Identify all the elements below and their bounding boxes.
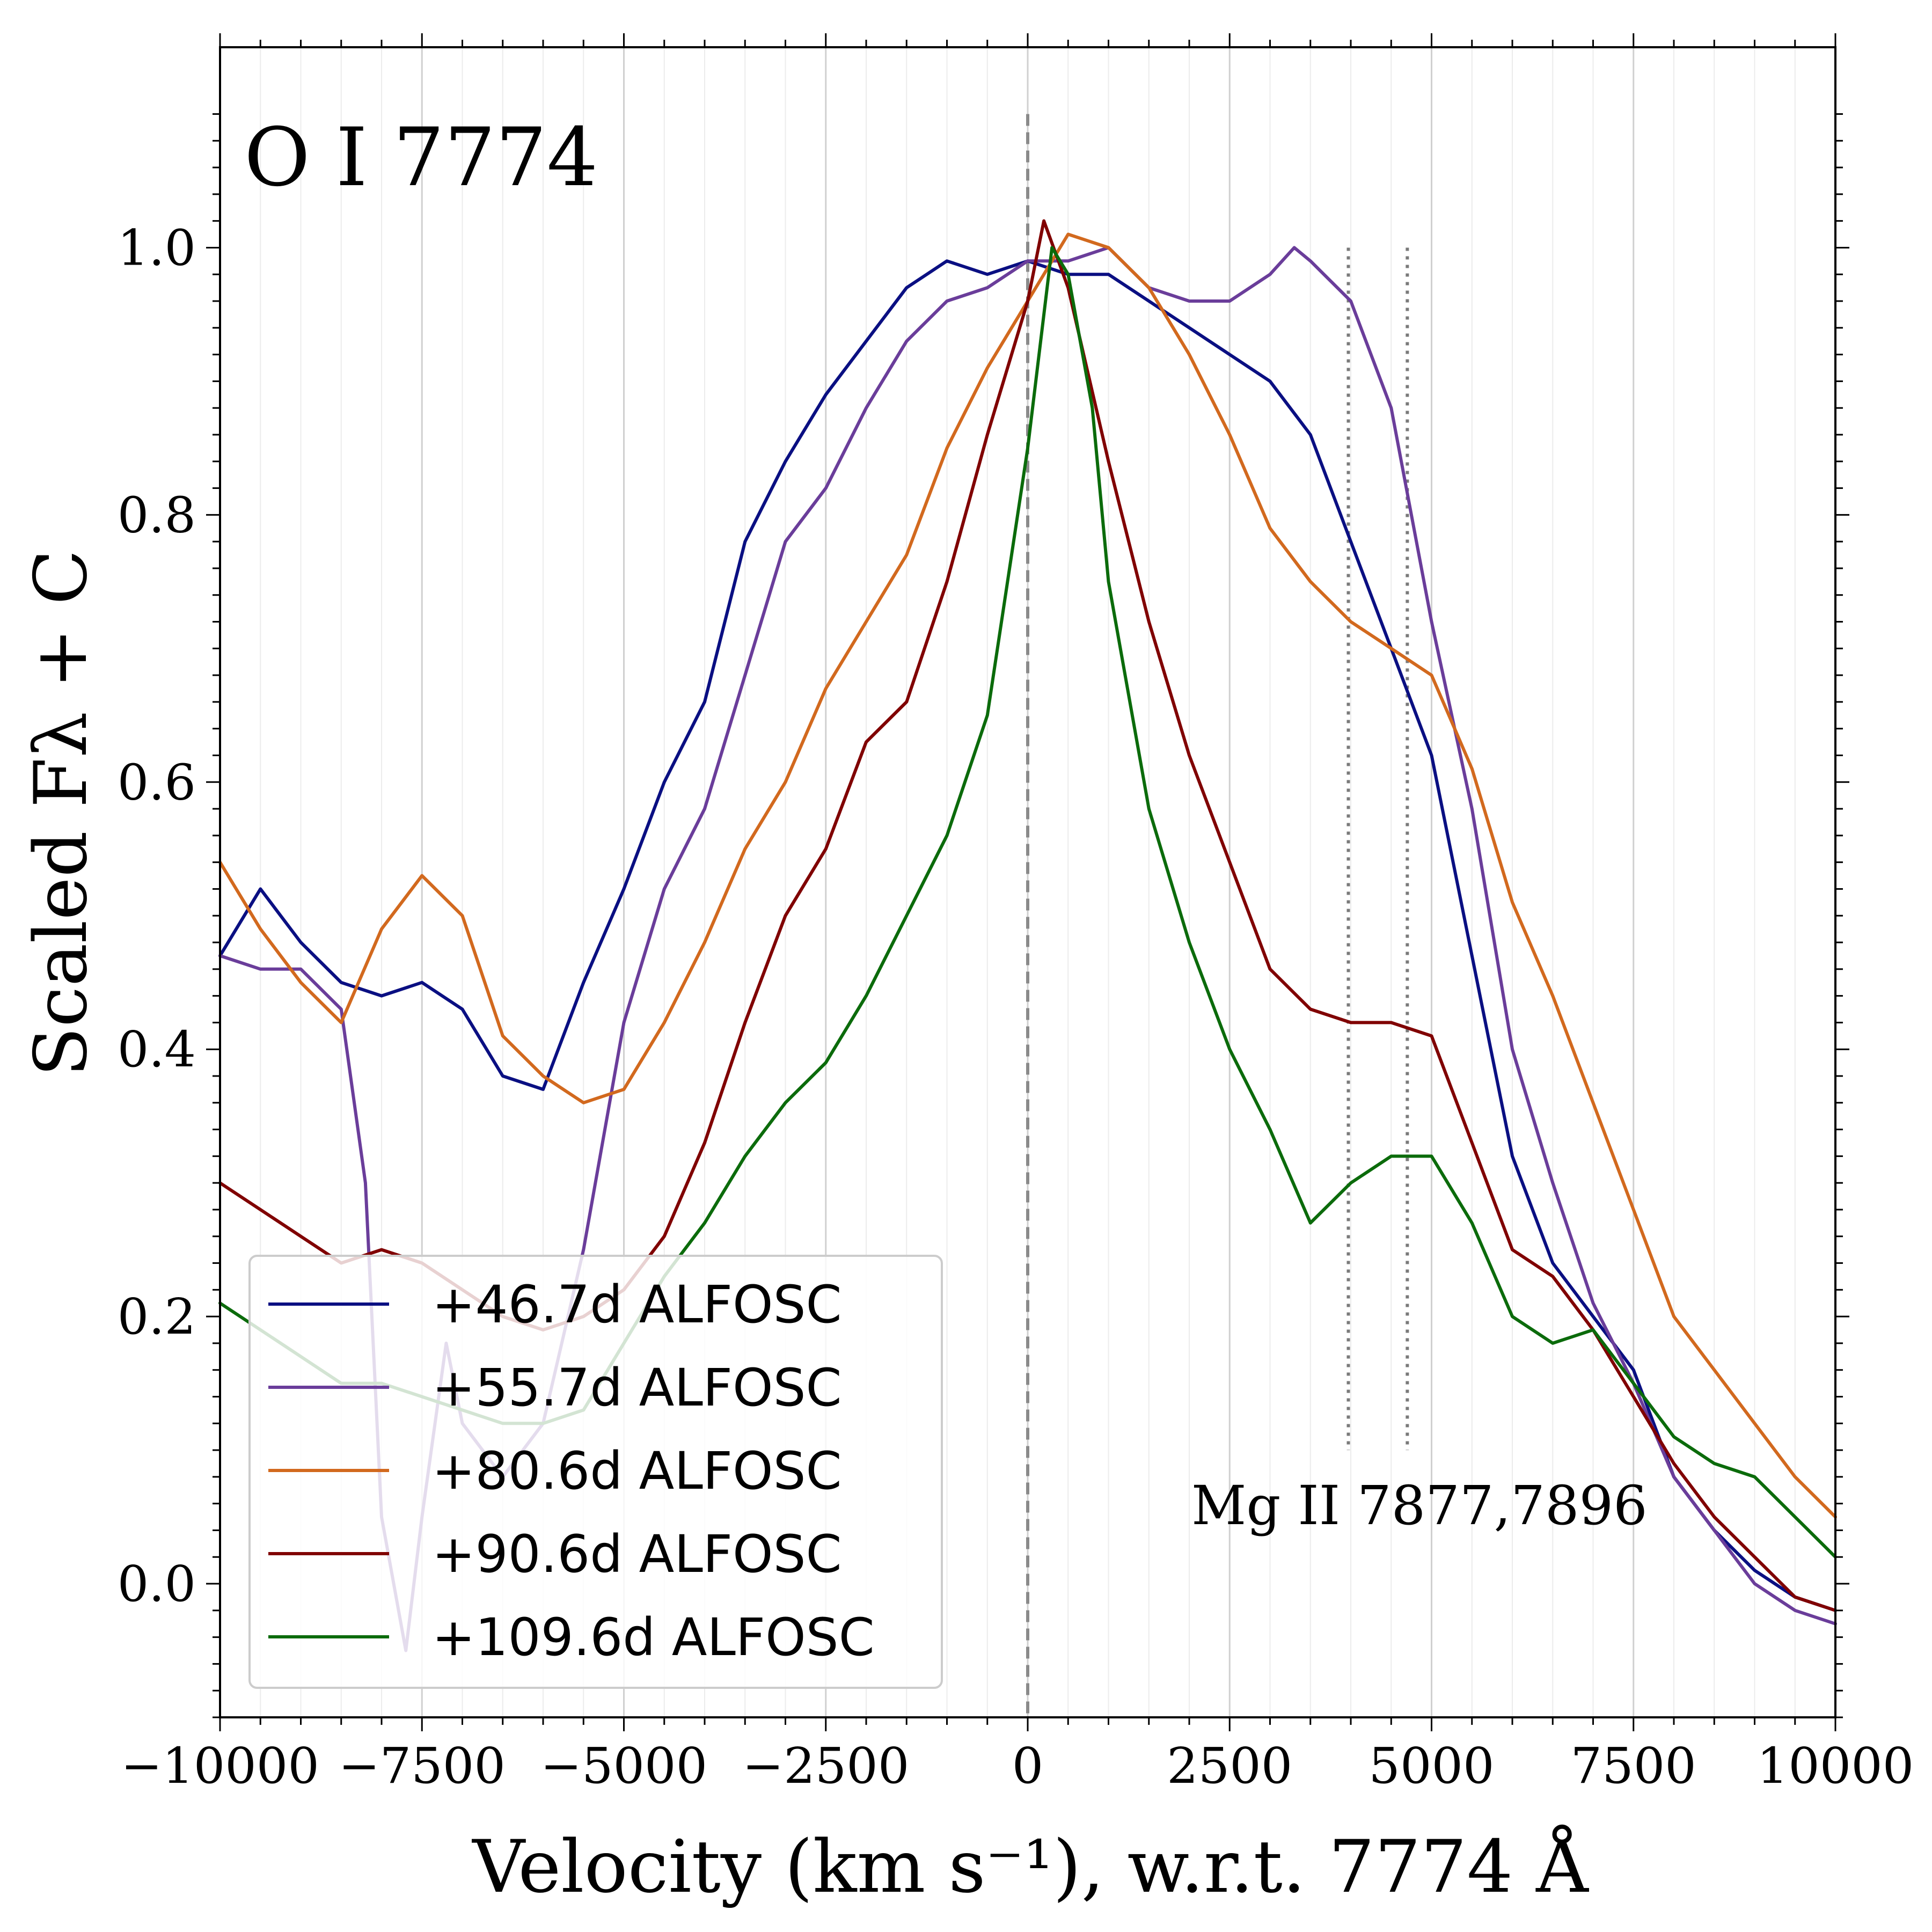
- legend-label-4: +90.6d ALFOSC: [432, 1524, 842, 1584]
- legend-label-1: +46.7d ALFOSC: [432, 1275, 842, 1335]
- legend-label-2: +55.7d ALFOSC: [432, 1358, 842, 1418]
- legend-label-5: +109.6d ALFOSC: [432, 1607, 875, 1667]
- ticks: −10000 −7500 −5000 −2500 0 2500 5000 7500 10000 0…: [118, 33, 1914, 1795]
- x-tick-label: −10000: [121, 1737, 319, 1795]
- x-axis-label: Velocity (km s⁻¹), w.r.t. 7774 Å: [471, 1824, 1589, 1909]
- y-tick-label: 0.4: [118, 1021, 196, 1078]
- marker-lines: [1026, 114, 1409, 1717]
- legend: +46.7d ALFOSC +55.7d ALFOSC +80.6d ALFOSC +…: [248, 1255, 943, 1689]
- y-tick-label: 0.8: [118, 486, 196, 544]
- x-tick-label: −7500: [339, 1737, 506, 1795]
- x-tick-label: 7500: [1571, 1737, 1696, 1795]
- y-tick-label: 0.6: [118, 753, 196, 811]
- x-tick-label: 2500: [1167, 1737, 1292, 1795]
- x-tick-label: 10000: [1757, 1737, 1914, 1795]
- x-tick-label: 0: [1012, 1737, 1044, 1795]
- x-tick-label: −5000: [540, 1737, 707, 1795]
- y-tick-label: 1.0: [118, 219, 196, 276]
- chart-title: O I 7774: [244, 111, 598, 204]
- x-tick-label: −2500: [742, 1737, 909, 1795]
- x-tick-label: 5000: [1368, 1737, 1494, 1795]
- y-axis-label: Scaled Fλ + C: [19, 550, 103, 1077]
- legend-label-3: +80.6d ALFOSC: [432, 1441, 842, 1501]
- mgii-annotation: Mg II 7877,7896: [1191, 1474, 1648, 1537]
- y-tick-label: 0.0: [118, 1555, 196, 1613]
- legend-box: [248, 1255, 943, 1689]
- y-tick-label: 0.2: [118, 1288, 196, 1345]
